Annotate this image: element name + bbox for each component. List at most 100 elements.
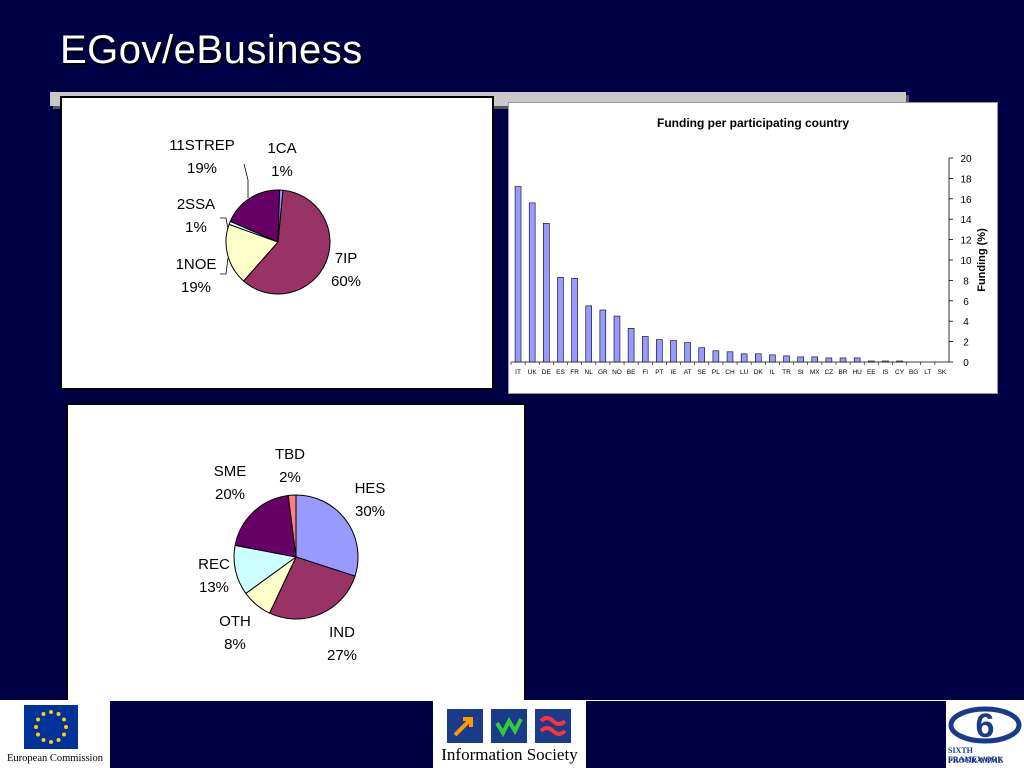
bar-x-label-dk: DK bbox=[754, 369, 764, 376]
bar-be bbox=[627, 328, 635, 363]
bar-x-label-fi: FI bbox=[642, 369, 648, 376]
footer-divider bbox=[0, 700, 1024, 701]
bar-fi bbox=[641, 336, 649, 363]
bar-gr bbox=[599, 309, 607, 363]
pie1-label-1ca: 1CA bbox=[267, 140, 296, 157]
bar-x-label-it: IT bbox=[515, 369, 521, 376]
bar-br bbox=[839, 357, 847, 363]
pie2-slice-sme bbox=[234, 494, 297, 558]
pie2-percent-oth: 8% bbox=[224, 636, 246, 653]
bar-x-label-no: NO bbox=[612, 369, 622, 376]
bar-x-label-se: SE bbox=[697, 369, 706, 376]
bar-x-label-cy: CY bbox=[895, 369, 905, 376]
european-commission-logo: European Commission bbox=[0, 701, 110, 768]
bar-pt bbox=[656, 339, 663, 363]
bar-y-tick-label: 8 bbox=[963, 276, 969, 287]
pie2-slice-hes bbox=[295, 494, 359, 577]
bar-x-label-ch: CH bbox=[725, 369, 735, 376]
pie1-slice-7ip bbox=[242, 189, 331, 295]
bar-es bbox=[557, 277, 564, 363]
bar-x-label-br: BR bbox=[839, 369, 848, 376]
bar-se bbox=[698, 347, 706, 363]
pie2-label-hes: HES bbox=[355, 480, 386, 497]
sixth-framework-icon: 6 bbox=[948, 706, 1022, 745]
bar-cz bbox=[825, 357, 833, 363]
pie1-label-1noe: 1NOE bbox=[176, 256, 217, 273]
bar-lu bbox=[740, 353, 748, 363]
bar-si bbox=[797, 356, 804, 363]
bar-x-label-pt: PT bbox=[655, 369, 663, 376]
funding-bar-panel: Funding per participating country 0 2 4 6 8 10… bbox=[508, 102, 998, 394]
bar-y-tick-label: 10 bbox=[960, 256, 972, 267]
bar-y-tick-label: 14 bbox=[960, 215, 972, 226]
bar-x-label-lu: LU bbox=[740, 369, 749, 376]
bar-x-label-sk: SK bbox=[938, 369, 947, 376]
pie1-leader-line bbox=[220, 217, 229, 230]
pie1-leader-line bbox=[243, 163, 249, 198]
bar-x-label-de: DE bbox=[542, 369, 552, 376]
bar-dk bbox=[754, 353, 762, 363]
sixth-framework-logo: 6 SIXTH FRAMEWORK PROGRAMME bbox=[946, 701, 1024, 768]
bar-x-label-be: BE bbox=[627, 369, 636, 376]
bar-y-tick-label: 6 bbox=[963, 297, 969, 308]
pie1-leader-line bbox=[220, 257, 229, 275]
pie2-label-tbd: TBD bbox=[275, 446, 305, 463]
bar-il bbox=[769, 354, 776, 363]
bar-x-label-ie: IE bbox=[670, 369, 677, 376]
bar-x-label-bg: BG bbox=[909, 369, 918, 376]
eu-flag-icon bbox=[24, 705, 78, 749]
sixth-framework-label-2: PROGRAMME bbox=[948, 756, 1004, 765]
pie1-slice-11strep bbox=[229, 189, 281, 243]
eu-star-icon bbox=[41, 737, 46, 742]
eu-star-icon bbox=[61, 732, 66, 737]
pie1-percent-11strep: 19% bbox=[187, 160, 217, 177]
bar-mx bbox=[811, 356, 819, 363]
bar-hu bbox=[853, 357, 861, 363]
bar-y-tick-label: 0 bbox=[963, 358, 969, 369]
bar-x-label-is: IS bbox=[882, 369, 889, 376]
pie1-label-7ip: 7IP bbox=[335, 250, 358, 267]
svg-text:6: 6 bbox=[976, 707, 995, 745]
bar-x-label-il: IL bbox=[770, 369, 776, 376]
eu-star-icon bbox=[56, 737, 61, 742]
eu-star-icon bbox=[34, 725, 38, 729]
information-society-logo: Information Society bbox=[433, 701, 586, 768]
pie2-slice-tbd bbox=[287, 494, 297, 558]
bar-y-tick-label: 20 bbox=[960, 154, 972, 165]
eu-star-icon bbox=[41, 712, 46, 717]
bar-de bbox=[543, 222, 550, 363]
information-society-label: Information Society bbox=[441, 745, 578, 764]
participant-type-pie-chart: HES 30% IND 27% OTH 8% REC 13% SME 20% TBD 2% bbox=[198, 446, 386, 664]
bar-pl bbox=[712, 350, 720, 363]
bar-chart-title: Funding per participating country bbox=[657, 116, 849, 130]
bar-x-label-cz: CZ bbox=[825, 369, 834, 376]
funding-bar-chart: Funding per participating country 0 2 4 6 8 10… bbox=[510, 116, 988, 376]
bar-cy bbox=[896, 360, 903, 363]
sixth-framework-label-1: SIXTH FRAMEWORK bbox=[948, 746, 1004, 764]
eu-star-icon bbox=[49, 740, 53, 744]
bar-y-tick-label: 2 bbox=[963, 338, 969, 349]
pie1-label-2ssa: 2SSA bbox=[177, 196, 215, 213]
pie2-percent-ind: 27% bbox=[327, 647, 357, 664]
bar-x-label-mx: MX bbox=[810, 369, 820, 376]
bar-x-label-lt: LT bbox=[924, 369, 931, 376]
bar-x-label-hu: HU bbox=[852, 369, 862, 376]
pie1-percent-1noe: 19% bbox=[181, 279, 211, 296]
pie2-slice-ind bbox=[268, 556, 356, 620]
pie2-percent-hes: 30% bbox=[355, 503, 385, 520]
project-type-pie-chart: 7IP 60% 1NOE 19% 2SSA 1% 11STREP 19% 1CA 1% bbox=[169, 137, 361, 296]
eu-star-icon bbox=[36, 717, 41, 722]
information-society-icon bbox=[447, 709, 571, 743]
pie1-slice-1noe bbox=[225, 223, 279, 282]
bar-x-label-tr: TR bbox=[782, 369, 791, 376]
bar-at bbox=[684, 342, 691, 363]
eu-star-icon bbox=[49, 710, 53, 714]
bar-ie bbox=[670, 340, 677, 363]
pie1-percent-1ca: 1% bbox=[271, 163, 293, 180]
bar-x-label-uk: UK bbox=[528, 369, 538, 376]
bar-x-label-gr: GR bbox=[598, 369, 608, 376]
bar-ch bbox=[726, 351, 734, 363]
bar-x-label-nl: NL bbox=[585, 369, 594, 376]
european-commission-label: European Commission bbox=[7, 753, 103, 764]
pie2-percent-tbd: 2% bbox=[279, 469, 301, 486]
